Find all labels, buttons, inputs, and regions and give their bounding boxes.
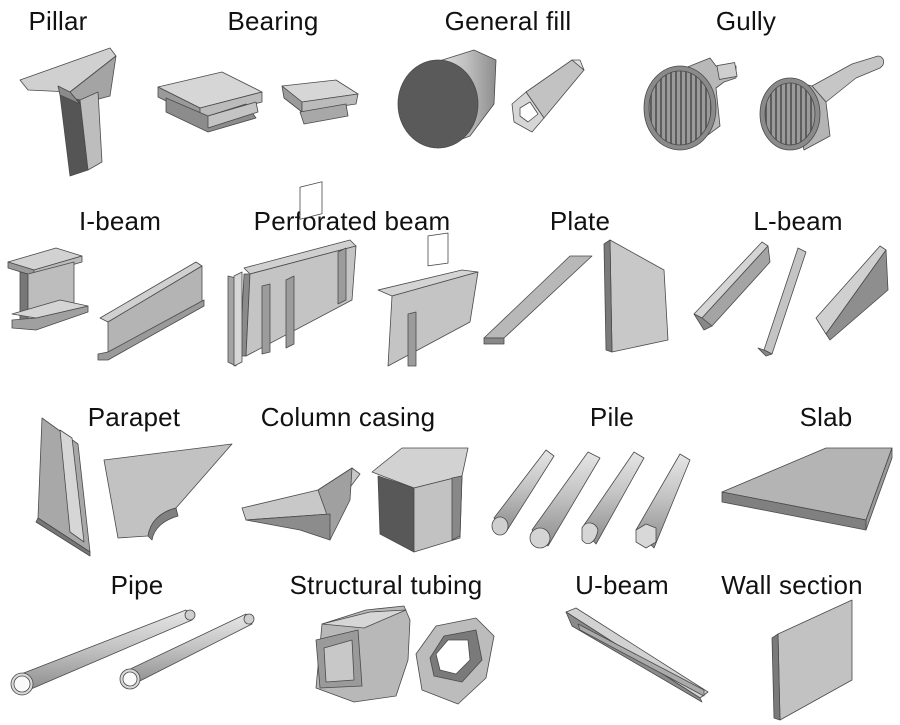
label-l-beam: L-beam bbox=[753, 206, 843, 236]
structural-tubing-shape-1 bbox=[315, 605, 411, 703]
plate-shape-1 bbox=[483, 255, 593, 345]
label-pipe: Pipe bbox=[110, 570, 164, 600]
column-casing-shape-2 bbox=[371, 447, 469, 553]
pipe-shape-2 bbox=[119, 613, 255, 690]
bearing-shape-2 bbox=[281, 79, 359, 125]
pile-shape-1 bbox=[491, 449, 555, 536]
label-u-beam: U-beam bbox=[575, 570, 669, 600]
i-beam-shape-1 bbox=[7, 247, 89, 331]
gully-shape-2 bbox=[759, 55, 884, 151]
pile-shape-2 bbox=[529, 451, 601, 549]
wall-section-shape bbox=[771, 599, 853, 721]
pile-shape-4 bbox=[635, 453, 691, 549]
l-beam-shape-3 bbox=[815, 245, 889, 341]
gully-shape-1 bbox=[643, 57, 738, 151]
parapet-shape-2 bbox=[103, 443, 233, 541]
structural-tubing-shape-2 bbox=[415, 617, 495, 705]
column-casing-shape-1 bbox=[241, 467, 361, 541]
bearing-shape-1 bbox=[157, 71, 263, 133]
label-parapet: Parapet bbox=[87, 402, 181, 432]
label-column-casing: Column casing bbox=[260, 402, 436, 432]
perforated-beam-shape-1 bbox=[227, 181, 357, 367]
i-beam-shape-2 bbox=[97, 261, 205, 361]
label-plate: Plate bbox=[549, 206, 611, 236]
label-i-beam: I-beam bbox=[78, 206, 162, 236]
label-wall-section: Wall section bbox=[721, 570, 863, 600]
general-fill-cone bbox=[397, 49, 497, 149]
label-slab: Slab bbox=[799, 402, 853, 432]
label-structural-tubing: Structural tubing bbox=[289, 570, 483, 600]
pillar-shape bbox=[19, 47, 117, 177]
perforated-beam-shape-2 bbox=[377, 232, 479, 367]
label-gully: Gully bbox=[715, 6, 777, 36]
u-beam-shape bbox=[565, 607, 709, 703]
label-general-fill: General fill bbox=[444, 6, 572, 36]
plate-shape-2 bbox=[603, 239, 669, 353]
label-pillar: Pillar bbox=[28, 6, 88, 36]
l-beam-shape-2 bbox=[757, 247, 807, 357]
slab-shape bbox=[721, 447, 893, 531]
pipe-shape-1 bbox=[10, 609, 196, 696]
l-beam-shape-1 bbox=[693, 241, 771, 331]
label-perforated-beam: Perforated beam bbox=[253, 206, 451, 236]
pile-shape-3 bbox=[581, 451, 645, 545]
general-fill-prism bbox=[511, 59, 585, 133]
label-bearing: Bearing bbox=[227, 6, 319, 36]
parapet-shape-1 bbox=[35, 417, 91, 557]
label-pile: Pile bbox=[589, 402, 635, 432]
